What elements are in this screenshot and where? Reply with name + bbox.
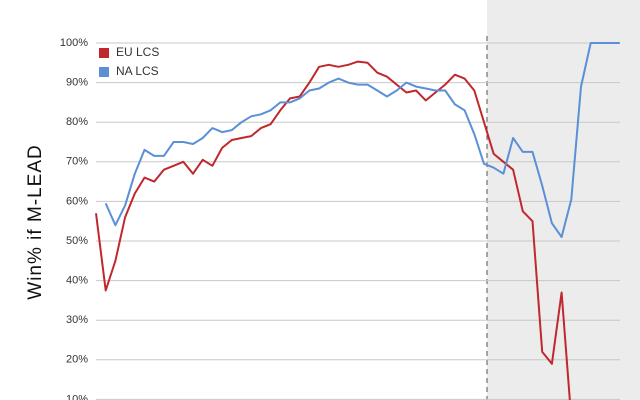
legend-label: NA LCS (116, 64, 159, 78)
y-tick-label: 50% (66, 235, 88, 247)
series-line (95, 60, 571, 400)
y-tick-label: 80% (66, 116, 88, 128)
legend-swatch (99, 48, 109, 58)
y-tick-label: 40% (66, 275, 88, 287)
y-tick-label: 100% (60, 37, 88, 49)
y-tick-label: 90% (66, 77, 88, 89)
shaded-region (487, 0, 640, 400)
y-tick-label: 70% (66, 156, 88, 168)
series-line (104, 42, 620, 238)
y-tick-label: 30% (66, 314, 88, 326)
y-tick-label: 10% (66, 393, 88, 400)
legend-label: EU LCS (116, 45, 159, 59)
legend-swatch (99, 67, 109, 77)
y-axis-title: Win% if M-LEAD (25, 144, 46, 299)
y-tick-label: 60% (66, 195, 88, 207)
y-tick-label: 20% (66, 354, 88, 366)
